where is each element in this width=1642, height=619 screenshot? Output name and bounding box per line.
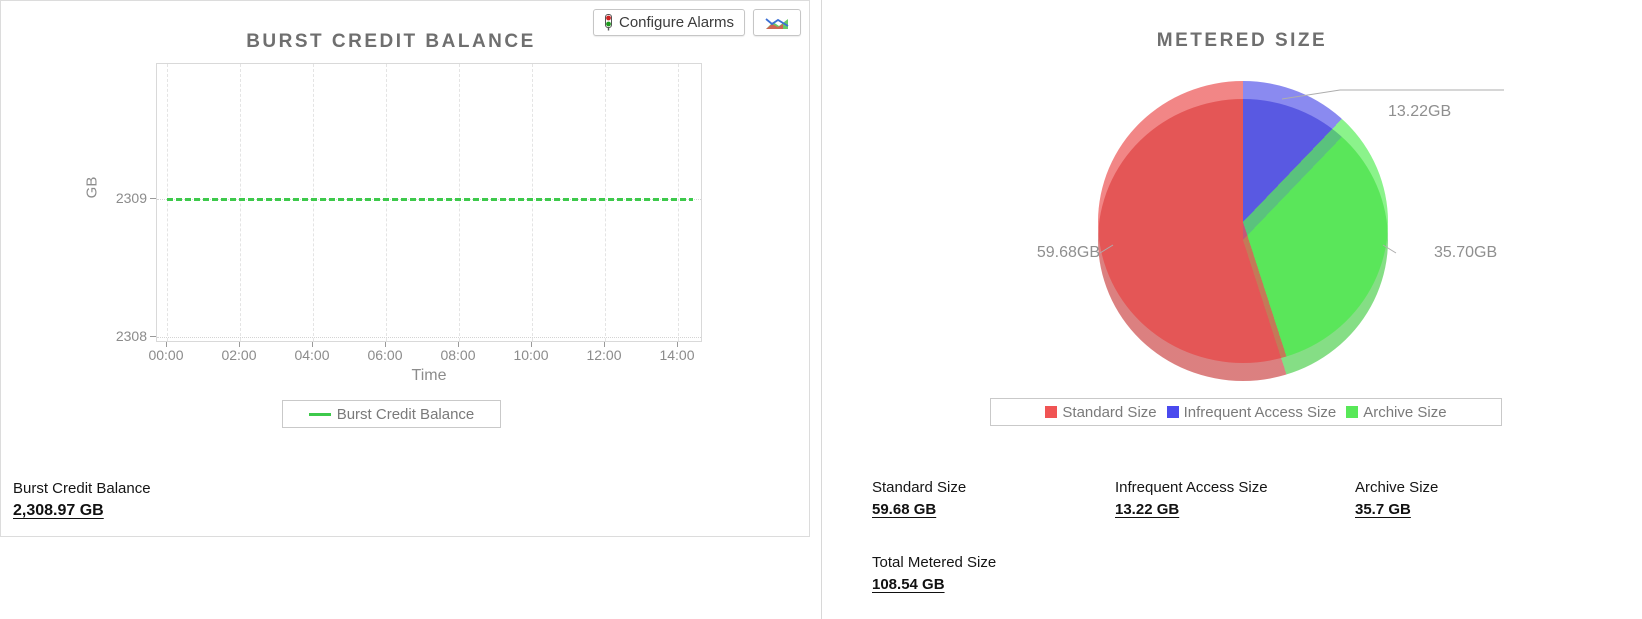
standard-size-swatch (1045, 406, 1058, 418)
x-tick-mark (677, 342, 678, 347)
total-metered-size-stat-label: Total Metered Size (872, 554, 997, 571)
pie-label-infrequent: 13.22GB (1388, 103, 1452, 120)
y-tick-mark (150, 198, 156, 199)
gridline (532, 64, 533, 341)
legend-item-burst-credit-balance[interactable]: Burst Credit Balance (336, 405, 475, 423)
y-tick-2308: 2308 (115, 328, 147, 344)
panel-divider (821, 0, 822, 619)
burst-credit-balance-panel: Configure Alarms BURST CREDIT BALANCE (0, 0, 810, 537)
archive-size-swatch (1346, 406, 1359, 418)
configure-alarms-button[interactable]: Configure Alarms (593, 9, 746, 36)
gridline (167, 64, 168, 341)
x-tick-mark (239, 342, 240, 347)
gridline (678, 64, 679, 341)
legend-label: Archive Size (1363, 403, 1447, 421)
burst-credit-balance-stat-label: Burst Credit Balance (13, 480, 151, 497)
x-tick: 14:00 (659, 347, 695, 363)
metered-size-panel: METERED SIZE 13.22GB 59.68GB 35.70GB Sta… (830, 0, 1642, 619)
pie-label-archive: 35.70GB (1434, 244, 1498, 261)
legend-item-infrequent-access-size[interactable]: Infrequent Access Size (1166, 403, 1337, 421)
pie-chart-legend: Standard Size Infrequent Access Size Arc… (990, 398, 1502, 426)
pie-chart[interactable] (1098, 81, 1388, 363)
gridline (605, 64, 606, 341)
total-metered-size-stat-value[interactable]: 108.54 GB (872, 576, 945, 593)
x-tick: 04:00 (294, 347, 330, 363)
x-tick-mark (312, 342, 313, 347)
line-chart-plot-area (156, 63, 702, 342)
burst-credit-balance-series[interactable] (167, 198, 693, 201)
right-chart-title: METERED SIZE (1156, 30, 1328, 51)
gridline (459, 64, 460, 341)
area-chart-icon (765, 15, 789, 30)
legend-label: Standard Size (1062, 403, 1157, 421)
standard-size-stat-label: Standard Size (872, 479, 967, 496)
legend-item-standard-size[interactable]: Standard Size (1045, 403, 1157, 421)
archive-size-stat-value[interactable]: 35.7 GB (1355, 501, 1411, 518)
x-tick-mark (166, 342, 167, 347)
burst-credit-balance-stat-value[interactable]: 2,308.97 GB (13, 502, 104, 519)
left-chart-title: BURST CREDIT BALANCE (246, 31, 536, 52)
gridline (386, 64, 387, 341)
y-tick-mark (150, 336, 156, 337)
x-tick-mark (531, 342, 532, 347)
infrequent-access-size-stat-value[interactable]: 13.22 GB (1115, 501, 1180, 518)
x-tick: 00:00 (148, 347, 184, 363)
gridline (313, 64, 314, 341)
archive-size-stat-label: Archive Size (1355, 479, 1439, 496)
series-line-swatch (308, 412, 331, 416)
chart-type-button[interactable] (753, 9, 801, 36)
standard-size-stat-value[interactable]: 59.68 GB (872, 501, 937, 518)
legend-item-archive-size[interactable]: Archive Size (1346, 403, 1447, 421)
infrequent-access-size-stat-label: Infrequent Access Size (1115, 479, 1268, 496)
x-tick-mark (385, 342, 386, 347)
x-tick-mark (604, 342, 605, 347)
x-tick: 10:00 (513, 347, 549, 363)
configure-alarms-label: Configure Alarms (619, 14, 735, 31)
gridline (240, 64, 241, 341)
x-tick: 12:00 (586, 347, 622, 363)
traffic-light-icon (604, 14, 613, 31)
infrequent-access-size-swatch (1166, 406, 1179, 418)
x-tick: 08:00 (440, 347, 476, 363)
y-axis-label: GB (83, 176, 101, 199)
y-tick-2309: 2309 (115, 190, 147, 206)
legend-label: Infrequent Access Size (1183, 403, 1337, 421)
x-tick: 02:00 (221, 347, 257, 363)
x-axis-label: Time (411, 367, 447, 384)
pie-label-standard: 59.68GB (1036, 244, 1100, 261)
x-tick-mark (458, 342, 459, 347)
gridline (157, 337, 701, 338)
x-tick: 06:00 (367, 347, 403, 363)
line-chart-legend: Burst Credit Balance (282, 400, 501, 428)
